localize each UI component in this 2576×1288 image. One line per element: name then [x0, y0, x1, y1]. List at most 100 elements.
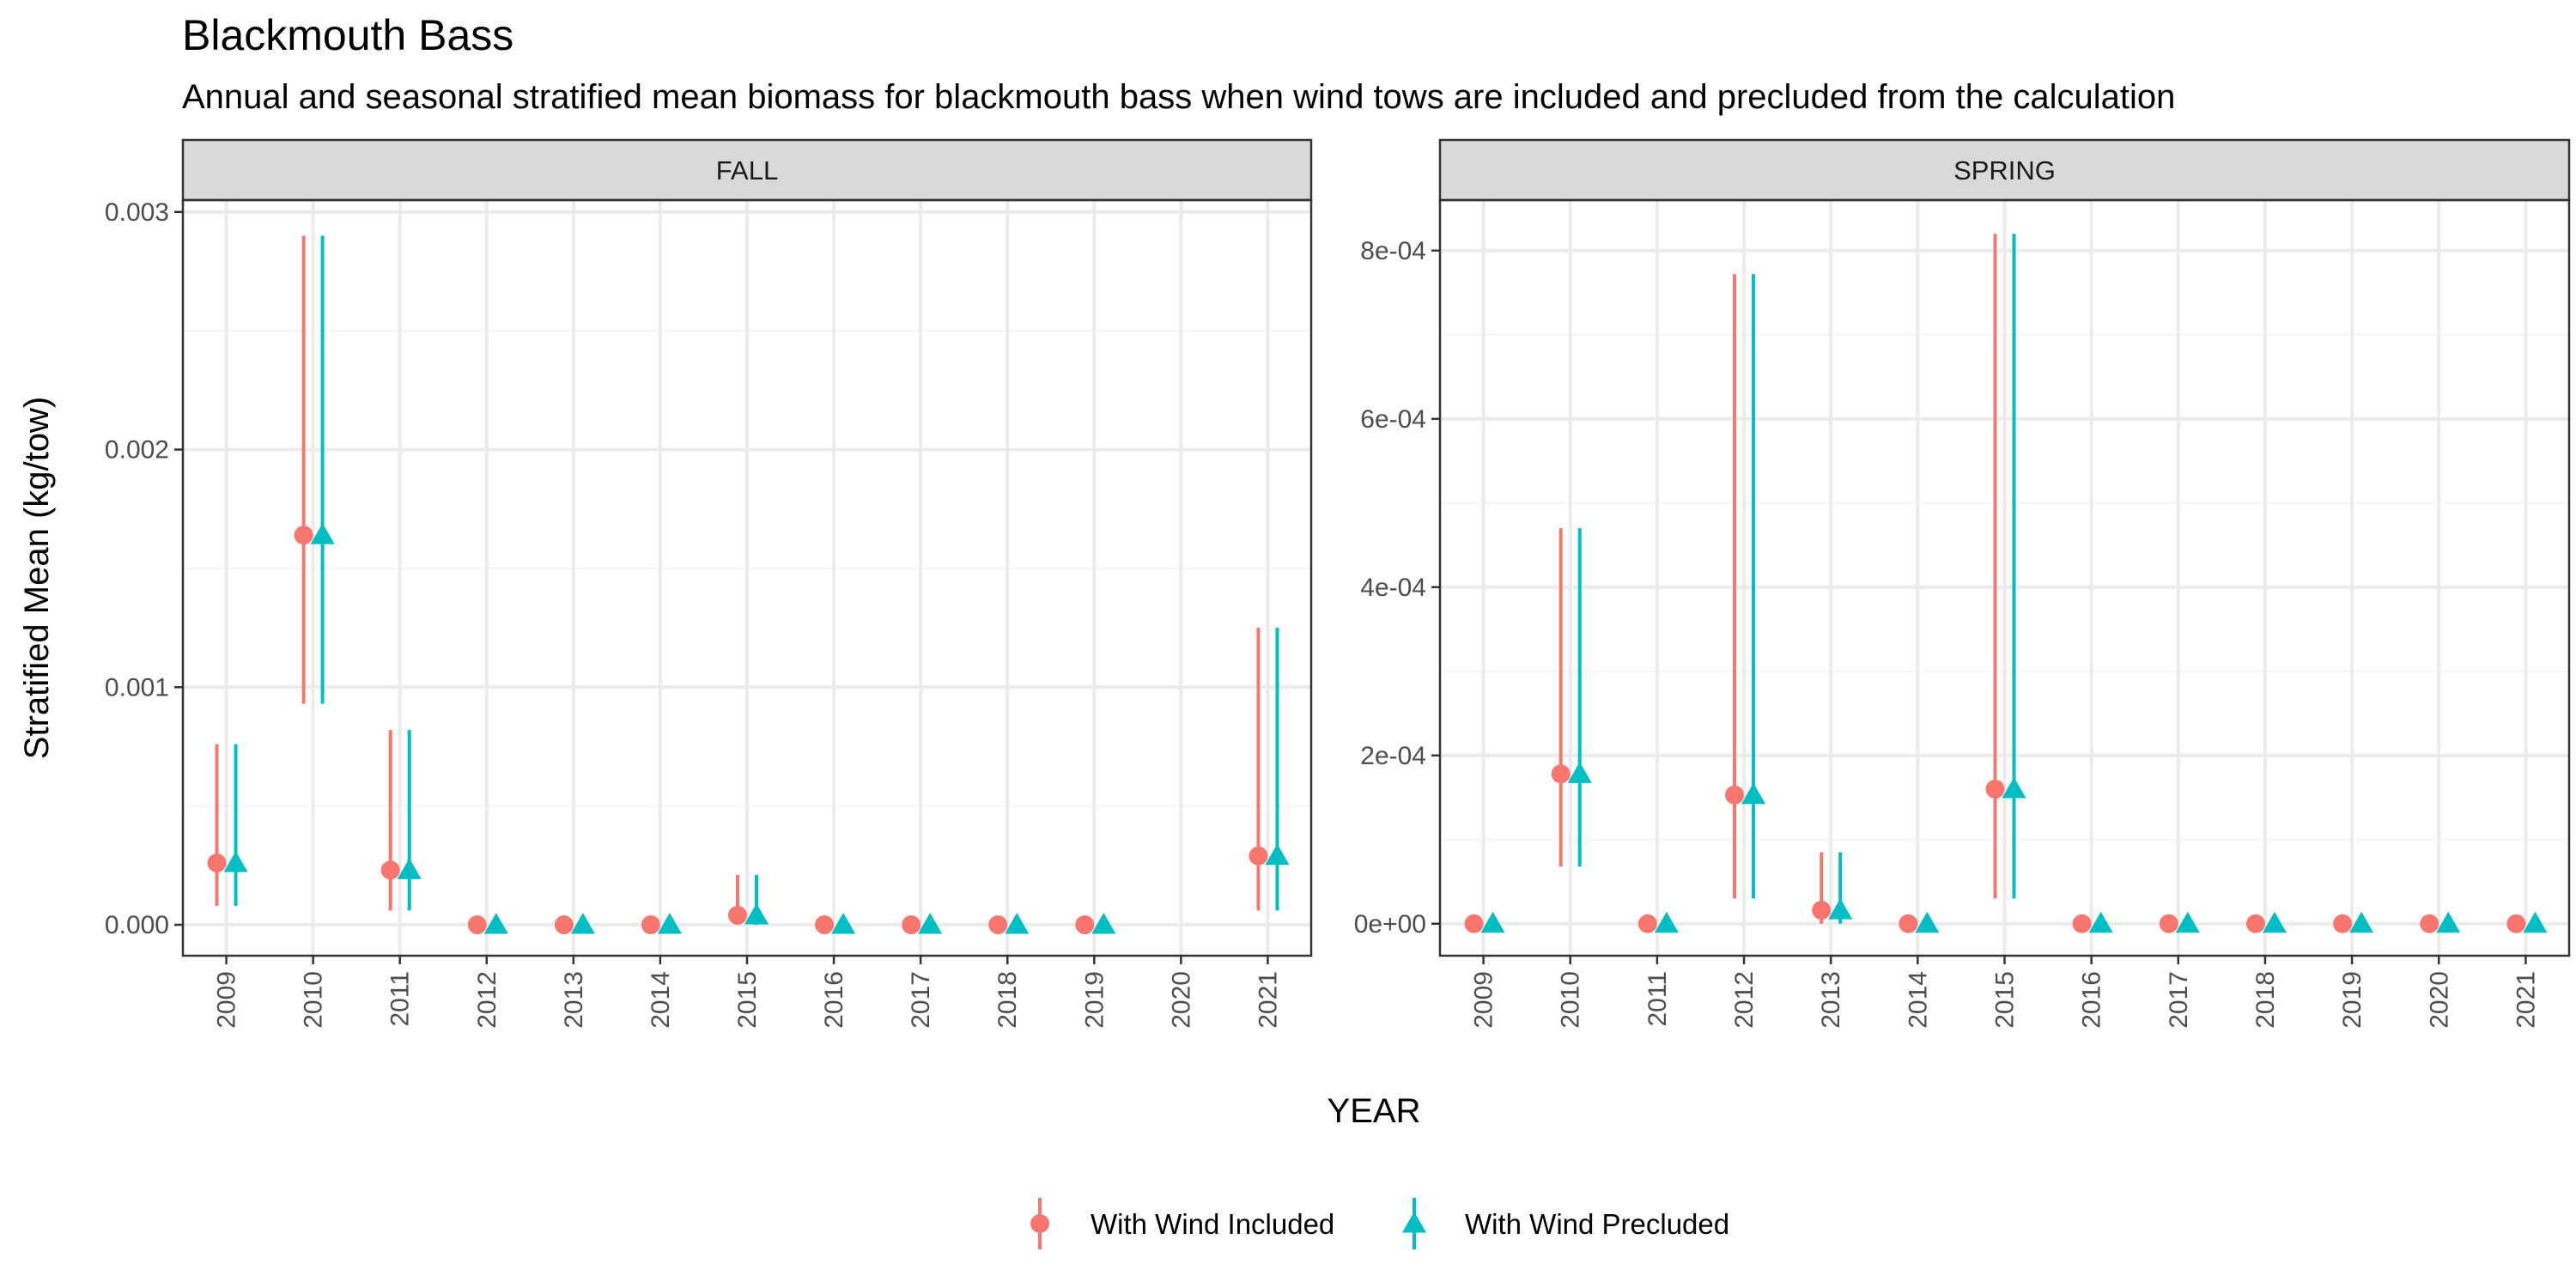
- x-tick-label: 2017: [907, 971, 935, 1029]
- data-point-triangle: [1828, 898, 1853, 920]
- data-point-circle: [1812, 901, 1832, 920]
- x-tick-label: 2020: [2425, 971, 2453, 1029]
- data-point-circle: [1464, 914, 1484, 933]
- x-tick-label: 2012: [473, 971, 501, 1029]
- data-point-circle: [2072, 914, 2092, 933]
- data-point-circle: [728, 905, 747, 925]
- panel-border: [1438, 198, 2571, 957]
- data-point-triangle: [1265, 843, 1290, 866]
- y-tick-label: 0.000: [105, 911, 169, 939]
- x-tick-label: 2021: [2512, 971, 2540, 1029]
- data-point-circle: [1075, 915, 1095, 935]
- x-tick-label: 2020: [1167, 971, 1195, 1029]
- data-point-circle: [467, 915, 487, 935]
- x-tick-label: 2019: [1080, 971, 1109, 1029]
- data-point-circle: [902, 915, 921, 935]
- data-point-triangle: [570, 913, 595, 934]
- data-point-triangle: [1480, 911, 1505, 933]
- data-point-triangle: [1654, 911, 1679, 933]
- data-point-triangle: [483, 913, 508, 934]
- data-point-triangle: [1915, 911, 1940, 933]
- x-tick-label: 2013: [1817, 971, 1845, 1029]
- facet-strip-label: FALL: [716, 155, 778, 185]
- data-point-circle: [554, 915, 574, 935]
- data-point-triangle: [657, 913, 682, 934]
- x-tick-label: 2009: [213, 971, 241, 1029]
- legend-key-circle: [1030, 1214, 1049, 1233]
- facet-panel-spring: SPRING 0e+00 2e-04 4e-04 6e-04 8e-04 2009 2010 2…: [1354, 138, 2571, 1029]
- data-point-circle: [1551, 764, 1571, 784]
- data-point-circle: [1249, 846, 1268, 866]
- x-tick-label: 2016: [820, 971, 848, 1029]
- legend-key-triangle: [1402, 1212, 1426, 1233]
- x-tick-label: 2014: [647, 971, 675, 1029]
- data-point-circle: [1985, 779, 2005, 799]
- data-point-triangle: [1005, 913, 1030, 934]
- y-tick-label: 0.001: [105, 673, 169, 702]
- y-tick-label: 0e+00: [1354, 910, 1426, 939]
- x-tick-label: 2011: [386, 971, 415, 1027]
- data-point-triangle: [831, 913, 856, 934]
- x-tick-label: 2010: [1557, 971, 1585, 1029]
- series-with-wind-precluded: [1480, 234, 2548, 933]
- data-point-circle: [641, 915, 660, 935]
- chart-title: Blackmouth Bass: [182, 11, 513, 59]
- data-point-triangle: [2349, 911, 2374, 933]
- series-with-wind-included: [207, 235, 1268, 935]
- data-point-circle: [2333, 914, 2353, 933]
- data-point-triangle: [397, 858, 422, 879]
- x-axis-title: YEAR: [1327, 1092, 1421, 1130]
- data-point-triangle: [2523, 911, 2548, 933]
- x-tick-label: 2013: [560, 971, 588, 1029]
- data-point-circle: [2159, 914, 2178, 933]
- data-point-circle: [1899, 914, 1918, 933]
- data-point-triangle: [1091, 913, 1116, 934]
- series-with-wind-included: [1464, 234, 2526, 933]
- facet-panel-fall: FALL 0.000 0.001 0.002 0.003 2009 2010 2011 2012…: [105, 138, 1313, 1029]
- data-point-triangle: [2175, 911, 2200, 933]
- x-tick-label: 2021: [1254, 971, 1282, 1029]
- data-point-circle: [380, 860, 400, 880]
- facet-strip: [1438, 138, 2571, 202]
- facet-strip-label: SPRING: [1953, 155, 2056, 185]
- x-tick-label: 2011: [1643, 971, 1672, 1027]
- data-point-triangle: [2262, 911, 2287, 933]
- data-point-triangle: [918, 913, 943, 934]
- x-tick-label: 2010: [300, 971, 328, 1029]
- x-tick-label: 2009: [1470, 971, 1498, 1029]
- data-point-circle: [1637, 914, 1657, 933]
- x-tick-label: 2019: [2338, 971, 2366, 1029]
- series-with-wind-precluded: [223, 235, 1290, 934]
- legend-label: With Wind Precluded: [1465, 1208, 1729, 1240]
- x-tick-label: 2012: [1730, 971, 1759, 1029]
- legend-label: With Wind Included: [1091, 1208, 1334, 1240]
- data-point-circle: [294, 526, 313, 545]
- x-tick-label: 2018: [2251, 971, 2280, 1029]
- facet-panels: FALL 0.000 0.001 0.002 0.003 2009 2010 2011 2012…: [105, 138, 2571, 1029]
- legend-item-with-wind-precluded: With Wind Precluded: [1402, 1198, 1729, 1249]
- y-tick-label: 2e-04: [1360, 742, 1426, 770]
- data-point-circle: [815, 915, 835, 935]
- y-tick-label: 8e-04: [1360, 237, 1426, 265]
- y-tick-label: 0.002: [105, 436, 169, 465]
- data-point-triangle: [2436, 911, 2461, 933]
- data-point-circle: [2420, 914, 2439, 933]
- legend-item-with-wind-included: With Wind Included: [1030, 1198, 1334, 1249]
- chart-subtitle: Annual and seasonal stratified mean biom…: [182, 78, 2175, 116]
- y-tick-label: 6e-04: [1360, 405, 1426, 434]
- data-point-triangle: [1741, 782, 1766, 805]
- y-tick-label: 4e-04: [1360, 574, 1426, 602]
- x-tick-label: 2014: [1904, 971, 1932, 1029]
- data-point-circle: [988, 915, 1008, 935]
- x-tick-label: 2016: [2078, 971, 2106, 1029]
- x-tick-label: 2018: [993, 971, 1022, 1029]
- data-point-circle: [207, 854, 227, 873]
- data-point-circle: [2506, 914, 2526, 933]
- x-tick-label: 2015: [733, 971, 762, 1029]
- data-point-triangle: [2088, 911, 2113, 933]
- y-axis-title: Stratified Mean (kg/tow): [18, 397, 56, 759]
- data-point-triangle: [744, 902, 769, 925]
- x-tick-label: 2017: [2165, 971, 2193, 1029]
- legend: With Wind Included With Wind Precluded: [1030, 1198, 1729, 1249]
- y-tick-label: 0.003: [105, 198, 169, 227]
